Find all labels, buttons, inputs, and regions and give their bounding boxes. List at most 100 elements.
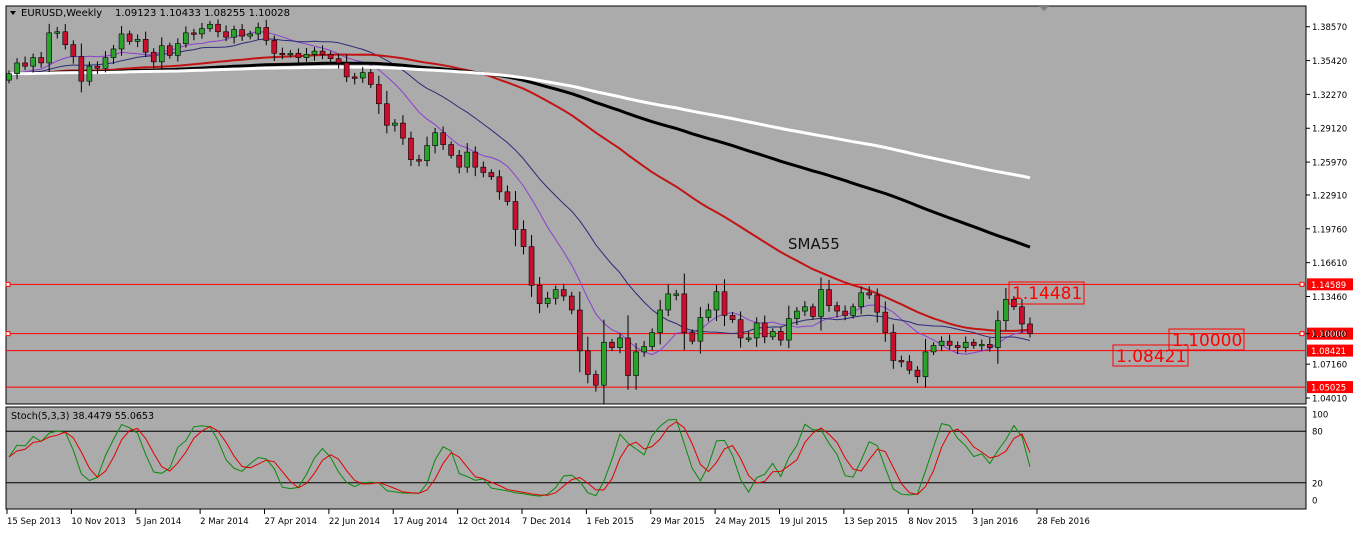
bear-candle (576, 309, 583, 352)
bear-candle (22, 62, 28, 67)
bear-candle (914, 369, 921, 377)
axes-layer: 1.38570 1.35420 1.32270 1.29120 1.25970 1.229… (6, 23, 1347, 527)
bull-candle (359, 72, 366, 79)
bear-candle (319, 50, 326, 55)
bull-candle (14, 62, 20, 74)
price-tick-label: 1.13460 (1312, 293, 1347, 303)
bear-candle (512, 201, 519, 230)
date-label: 5 Jan 2014 (136, 517, 182, 527)
bear-candle (496, 176, 503, 193)
bull-candle (247, 33, 253, 37)
bear-candle (761, 322, 768, 338)
bear-candle (866, 292, 873, 296)
bear-candle (593, 374, 599, 386)
level-mid-box (1168, 328, 1245, 351)
bull-candle (673, 293, 680, 296)
scroll-marker-icon[interactable] (1039, 6, 1049, 11)
bull-candle (175, 43, 181, 56)
bull-candle (207, 23, 213, 29)
bear-candle (295, 52, 302, 58)
bear-candle (810, 306, 816, 317)
symbol-header: EURUSD,Weekly (21, 8, 102, 19)
date-label: 7 Dec 2014 (522, 517, 571, 527)
bull-candle (705, 309, 712, 318)
stoch-tick-label: 20 (1312, 479, 1323, 489)
bear-candle (1011, 298, 1017, 308)
level-low-label: 1.08421 (1116, 347, 1186, 367)
bear-candle (1027, 323, 1033, 334)
date-label: 28 Feb 2016 (1037, 517, 1090, 527)
bear-candle (777, 331, 784, 341)
level-low-box (1112, 344, 1189, 367)
bear-candle (970, 341, 977, 346)
bear-candle (367, 72, 374, 85)
bull-candle (601, 341, 607, 386)
stochastic-layer (6, 418, 1306, 497)
date-label: 1 Feb 2015 (586, 517, 634, 527)
level-high-label: 1.14481 (1012, 284, 1082, 304)
price-tick-label: 1.07160 (1312, 361, 1347, 371)
price-tick-label: 1.10000 (1312, 330, 1347, 340)
bull-candle (786, 318, 792, 341)
bull-candle (199, 28, 205, 35)
bear-candle (504, 191, 511, 202)
bear-candle (488, 172, 495, 178)
date-label: 12 Oct 2014 (458, 517, 511, 527)
bull-candle (995, 320, 1001, 348)
bear-candle (520, 229, 527, 247)
bear-candle (440, 132, 446, 145)
price-tick-label: 1.25970 (1312, 159, 1347, 169)
level-price-box (1307, 381, 1353, 394)
price-tick-label: 1.29120 (1312, 125, 1347, 135)
bear-candle (327, 54, 334, 59)
bear-candle (536, 284, 543, 304)
bull-candle (818, 289, 824, 317)
bear-candle (906, 361, 913, 371)
date-label: 10 Nov 2013 (71, 517, 125, 527)
bull-candle (617, 337, 623, 348)
bear-candle (689, 332, 696, 342)
bull-candle (858, 292, 864, 308)
stoch-signal-line (8, 421, 1031, 496)
bear-candle (271, 40, 278, 54)
bull-candle (930, 345, 937, 353)
date-label: 24 May 2015 (715, 517, 770, 527)
bull-candle (102, 57, 109, 69)
bull-candle (311, 50, 318, 55)
bull-candle (794, 310, 800, 319)
date-label: 2 Mar 2014 (200, 517, 248, 527)
bear-candle (126, 33, 133, 42)
bull-candle (850, 306, 856, 316)
bear-candle (1019, 306, 1025, 325)
bear-candle (150, 51, 157, 63)
bull-candle (633, 351, 639, 376)
bull-candle (6, 73, 12, 81)
price-tick-label: 1.22910 (1312, 191, 1347, 201)
bear-candle (585, 350, 591, 375)
price-tick-label: 1.38570 (1312, 23, 1347, 33)
bear-candle (223, 31, 229, 38)
bull-candle (86, 65, 93, 82)
bear-candle (62, 31, 69, 45)
bull-candle (464, 151, 471, 168)
date-label: 22 Jun 2014 (329, 517, 380, 527)
bear-candle (609, 341, 615, 348)
level-handle (5, 331, 11, 337)
bear-candle (528, 246, 535, 286)
bear-candle (568, 295, 575, 311)
collapse-triangle-icon[interactable] (10, 11, 16, 15)
bear-candle (560, 289, 567, 297)
bull-candle (978, 344, 985, 347)
price-tick-label: 1.32270 (1312, 91, 1347, 101)
bear-candle (946, 340, 953, 346)
bear-candle (882, 311, 889, 333)
bull-candle (392, 122, 398, 126)
bear-candle (448, 144, 454, 156)
price-tick-label: 1.19760 (1312, 225, 1347, 235)
bull-candle (552, 289, 559, 299)
level-price-label: 1.08421 (1311, 347, 1346, 357)
stoch-tick-label: 0 (1312, 497, 1317, 507)
